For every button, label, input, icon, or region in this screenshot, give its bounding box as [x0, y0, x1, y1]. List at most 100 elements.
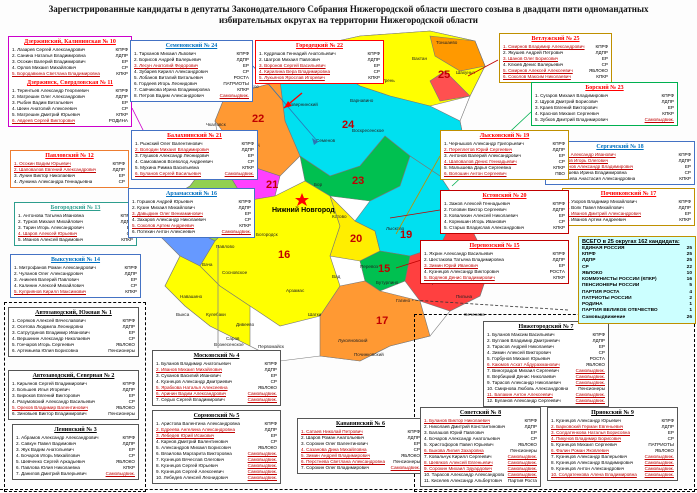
candidate-party: Самовыдвиж. — [224, 170, 254, 176]
candidate-party: РОСТА — [589, 355, 605, 361]
candidate-row: 6. Аринин Вадим Александрович Самовыдвиж. — [156, 391, 277, 397]
candidate-name: 2. Вуглаев Владимир Дмитриевич — [487, 337, 560, 343]
candidate-name: 1. Аристова Валентина Александровна — [156, 421, 240, 426]
candidate-row: 1. Осокин Вадим Юрьевич КПРФ — [14, 161, 125, 167]
candidate-row: 1. Тарханов Михаил Львович КПРФ — [134, 51, 249, 57]
candidate-party: ПАТРИОТЫ — [648, 441, 674, 447]
candidate-name: 4. Калинин Алексей Михайлович — [14, 282, 85, 288]
candidate-party: КПКР — [237, 86, 249, 92]
totals-count: 5 — [689, 283, 692, 289]
candidate-row: 2. Володин Михаил Владимирович ЛДПР — [135, 147, 254, 153]
candidate-name: 4. Разумовский Александр Васильевич — [12, 398, 96, 404]
candidate-row: 2. Осетова Людмила Леонидовна ЛДПР — [12, 324, 135, 330]
candidate-row: 4. Захаров Александр Николаевич СР — [132, 217, 251, 223]
candidate-row: 2. Переплетов Юрий Сергеевич ЛДПР — [444, 147, 565, 153]
map-place-label: Тоншаево — [436, 40, 458, 45]
candidate-party: ЛДПР — [552, 256, 566, 262]
candidate-name: 10. Смирнова Любовь Александровна — [487, 385, 569, 391]
candidate-row: 6. Потехин Антон Алексеевич Самовыдвиж. — [132, 229, 251, 235]
candidate-party: КПКР — [553, 164, 565, 170]
totals-count: 1 — [689, 302, 692, 308]
candidate-row: 5. Малышева Дарья Сергеевна КПКР — [444, 165, 565, 171]
candidate-row: 4. Зимин Алексей Викторович СР — [487, 350, 605, 356]
candidate-name: 4. Шеин Анатолий Алексеевич — [12, 105, 78, 111]
candidate-name: 5. Гончаров Игорь Сергеевич — [12, 341, 75, 347]
district-box-semenovsky-24: Семеновский № 24 1. Тарханов Михаил Львов… — [130, 40, 253, 102]
candidate-party: Самовыдвиж. — [247, 474, 277, 480]
candidate-row: 1. Волков Александр Иванович КПРФ — [549, 152, 691, 158]
district-section-11: Дзержинск, Свердловская № 11 1. Терентьев… — [12, 80, 128, 124]
candidate-name: 2. Макаров Игорь Олегович — [549, 157, 608, 163]
candidate-party: Самовыдвиж. — [247, 450, 277, 456]
candidate-name: 3. Сатрутдинов Владимир Иванович — [12, 329, 90, 335]
candidate-party: ЛДПР — [524, 423, 538, 429]
candidate-row: 8. Кузнецов Сергей Юрьевич Самовыдвиж. — [156, 463, 277, 469]
candidate-party: Самовыдвиж. — [575, 397, 605, 403]
totals-party: ЯБЛОКО — [582, 270, 603, 276]
candidate-row: 4. Вершинин Александр Николаевич СР — [12, 336, 135, 342]
candidate-name: 5. Христофоров Павел Юрьевич — [424, 441, 494, 447]
candidate-row: 2. Шестакова Татьяна Владимировна ЛДПР — [424, 257, 565, 263]
district-box-sergachsky-18: Сергачский № 18 1. Волков Александр Ивано… — [545, 141, 695, 185]
candidate-name: 1. Узоров Владимир Михайлович — [566, 199, 637, 204]
candidate-name: 4. Сазанова Дина Михайловна — [301, 446, 367, 452]
map-district-number: 15 — [378, 263, 390, 275]
totals-row: РОДИНА 1 — [582, 302, 692, 308]
candidate-row: 3. Давыдкин Олег Вениаминович ЕР — [132, 211, 251, 217]
candidate-party: СР — [247, 158, 254, 164]
candidate-name: 3. Глушков Александр Леонидович — [135, 152, 210, 158]
district-title: Ленинский № 3 — [54, 427, 97, 433]
candidate-party: Самовыдвиж. — [644, 465, 674, 471]
district-box-arzamassky-16: Арзамасский № 16 1. Горшков Андрей Юрьеви… — [128, 188, 255, 238]
candidate-party: ЛДПР — [241, 146, 255, 152]
candidate-row: 2. Якушев Андрей Петрович ЛДПР — [503, 50, 608, 56]
candidate-name: 4. Бочаров Игорь Михайлович — [16, 452, 81, 458]
totals-row: ПАТРИОТЫ РОССИИ 2 — [582, 296, 692, 302]
candidate-name: 1. Чернышов Александр Григорьевич — [444, 141, 524, 146]
map-place-label: Павлово — [216, 244, 235, 249]
candidate-name: 2. Шатров Михаил Павлович — [259, 56, 321, 62]
candidate-name: 5. Кузнецов Михаил Сергеевич — [551, 441, 618, 447]
candidate-party: ЕР — [598, 343, 605, 349]
district-title: Дзержинский, Калининская № 10 — [24, 39, 116, 45]
candidate-row: 1. Узоров Владимир Михайлович КПРФ — [566, 199, 691, 205]
district-box-dzerzhinsky-10-11: Дзержинский, Калининская № 10 1. Лазарев … — [8, 36, 132, 127]
candidate-row: 4. Корнишин Игорь Иванович СР — [444, 219, 565, 225]
candidate-name: 1. Рыжский Олег Валентинович — [135, 141, 203, 146]
candidate-name: 6. Соколов Максим Николаевич — [503, 73, 571, 79]
candidate-row: 4. Клюев Денис Валерьевич СР — [503, 62, 608, 68]
candidate-party: ЯБЛОКО — [654, 447, 674, 453]
candidate-row: 5. Иванов Алексей Вадимович КПКР — [18, 237, 133, 243]
candidate-name: 7. Ковальчук Кирилл Сергеевич — [424, 453, 492, 459]
candidate-row: 2. Шатров Михаил Павлович ЛДПР — [259, 57, 380, 63]
candidate-name: 1. Митрофанов Роман Александрович — [14, 265, 96, 270]
map-place-label: Кулебаки — [206, 312, 226, 317]
candidate-name: 3. Лесун Анатолий Федорович — [134, 62, 199, 68]
candidate-party: ЛДПР — [552, 206, 566, 212]
candidate-row: 5. Кузнецов Михаил Сергеевич ПАТРИОТЫ — [551, 442, 674, 448]
map-place-label: Перевоз — [360, 264, 378, 269]
district-title: Арзамасский № 16 — [166, 191, 217, 197]
totals-row: ЯБЛОКО 10 — [582, 271, 692, 277]
candidate-party: СР — [244, 216, 251, 222]
candidate-party: ЕР — [121, 58, 128, 64]
candidate-name: 3. Балашов Юрий Павлович — [424, 429, 485, 435]
candidate-name: 6. Артемьева Юлия Борисовна — [12, 347, 79, 353]
candidate-row: 5. Христофоров Павел Юрьевич ЯБЛОКО — [424, 442, 537, 448]
candidate-party: Самовыдвиж. — [644, 471, 674, 477]
totals-count: 1 — [689, 308, 692, 314]
district-box-prioksky-9: Приокский № 9 1. Кузнецов Александр Юрьев… — [547, 407, 678, 481]
candidate-name: 7. Кузнецов Александр Валерьевич — [551, 453, 628, 459]
candidate-name: 2. Савкун Павел Вадимович — [16, 440, 77, 446]
candidate-name: 6. Быкова Лилия Захаровна — [424, 447, 484, 453]
candidate-party: КПКР — [553, 274, 565, 280]
candidate-name: 2. Шестакова Татьяна Владимировна — [424, 256, 504, 262]
totals-party: КПРФ — [582, 252, 596, 258]
candidate-name: 3. Лунин Виктор Николаевич — [14, 172, 76, 178]
district-title: Кстовский № 20 — [482, 193, 527, 199]
candidate-party: СР — [598, 349, 605, 355]
candidate-row: 8. Шевяков Алексей Евгеньевич Самовыдвиж. — [424, 460, 537, 466]
district-title: Лысковский № 19 — [479, 133, 530, 139]
candidate-name: 1. Зажов Алексей Геннадьевич — [444, 201, 511, 206]
candidate-party: ЛДПР — [678, 157, 692, 163]
